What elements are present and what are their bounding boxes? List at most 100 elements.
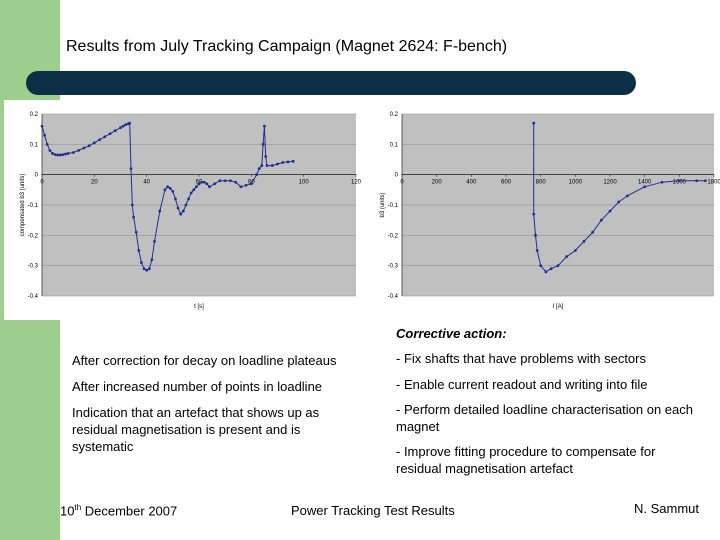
data-point	[119, 126, 122, 130]
data-point	[128, 121, 132, 125]
x-tick-label: 800	[536, 180, 547, 186]
data-point	[56, 153, 60, 157]
data-point	[703, 179, 707, 183]
data-point	[539, 264, 543, 268]
x-tick-label: 1400	[638, 180, 652, 186]
data-point	[140, 261, 143, 265]
data-point	[181, 209, 185, 213]
data-point	[87, 144, 91, 148]
data-point	[145, 268, 149, 272]
x-tick-label: 600	[501, 180, 512, 186]
data-point	[43, 133, 47, 137]
action-current-readout: - Enable current readout and writing int…	[396, 377, 648, 392]
chart-time-panel: 0.20.10-0.1-0.2-0.3-0.4020406080100120t …	[4, 100, 380, 320]
y-tick-label: 0.1	[30, 142, 39, 148]
data-point	[150, 258, 154, 261]
data-point	[535, 249, 539, 252]
data-point	[171, 189, 175, 193]
action-improve-fitting: - Improve fitting procedure to compensat…	[396, 444, 656, 476]
data-point	[92, 141, 96, 145]
footer-date-suffix: th	[74, 503, 82, 512]
x-tick-label: 400	[466, 180, 477, 186]
y-tick-label: 0.2	[390, 112, 399, 118]
x-tick-label: 20	[91, 180, 98, 186]
data-point	[64, 152, 67, 156]
data-point	[40, 124, 44, 128]
data-point	[291, 159, 295, 163]
data-point	[532, 212, 536, 216]
note-decay-correction: After correction for decay on loadline p…	[72, 353, 337, 368]
footer-date-day: 10	[60, 503, 75, 519]
data-point	[168, 186, 172, 190]
data-point	[134, 230, 138, 234]
data-point	[184, 203, 188, 207]
data-point	[244, 183, 248, 187]
data-point	[549, 267, 553, 271]
data-point	[286, 160, 290, 164]
y-tick-label: -0.4	[388, 294, 399, 300]
data-point	[72, 151, 75, 154]
data-point	[695, 179, 699, 183]
x-axis-label: I [A]	[553, 304, 564, 310]
chart-current-panel: 0.2 0.1 0 -0.1 -0.2 -0.3 -0.4 0 200 400 600 800 1000…	[372, 100, 720, 320]
data-point	[108, 132, 112, 136]
x-tick-label: 200	[432, 180, 443, 186]
data-point	[599, 218, 603, 222]
data-point	[187, 197, 190, 201]
data-point	[617, 200, 621, 204]
data-point	[200, 180, 204, 184]
data-point	[276, 162, 279, 166]
data-point	[163, 188, 167, 192]
data-point	[677, 179, 681, 183]
data-point	[82, 146, 86, 150]
data-point	[260, 164, 264, 167]
y-tick-label: -0.3	[388, 264, 399, 270]
chart-time: 0.20.10-0.1-0.2-0.3-0.4020406080100120t …	[20, 112, 362, 310]
data-point	[58, 153, 62, 157]
data-point	[147, 267, 151, 271]
data-point	[113, 129, 117, 133]
x-tick-label: 1800	[707, 180, 720, 186]
data-point	[45, 142, 49, 146]
data-point	[218, 179, 222, 183]
data-point	[249, 182, 253, 186]
slide-title: Results from July Tracking Campaign (Mag…	[66, 38, 508, 55]
data-point	[229, 179, 232, 183]
data-point	[132, 215, 135, 219]
data-point	[281, 161, 285, 164]
title-divider-bar	[26, 71, 636, 95]
data-point	[166, 185, 170, 189]
data-point	[239, 185, 243, 189]
data-point	[223, 179, 227, 183]
data-point	[643, 185, 647, 189]
data-point	[202, 180, 206, 184]
footer-date: 10th December 2007	[60, 503, 177, 518]
y-tick-label: 0	[395, 173, 399, 179]
data-point	[98, 138, 101, 142]
data-point	[565, 255, 569, 258]
footer-title: Power Tracking Test Results	[291, 503, 455, 518]
x-tick-label: 0	[40, 180, 44, 186]
data-point	[270, 164, 274, 167]
data-point	[142, 267, 146, 271]
data-point	[130, 203, 134, 207]
data-point	[158, 209, 162, 213]
data-point	[608, 209, 612, 213]
footer-date-rest: December 2007	[81, 503, 178, 519]
data-point	[189, 191, 193, 195]
action-fix-shafts: - Fix shafts that have problems with sec…	[396, 351, 646, 366]
data-point	[197, 182, 201, 186]
chart-current: 0.2 0.1 0 -0.1 -0.2 -0.3 -0.4 0 200 400 600 800 1000…	[380, 112, 720, 310]
data-point	[174, 197, 177, 201]
x-tick-label: 1200	[603, 180, 617, 186]
data-point	[257, 167, 261, 170]
data-point	[176, 206, 180, 210]
x-tick-label: 1000	[569, 180, 583, 186]
y-tick-label: -0.1	[388, 203, 399, 209]
y-tick-label: 0	[35, 173, 39, 179]
y-tick-label: -0.1	[28, 203, 39, 209]
data-point	[179, 212, 183, 216]
data-point	[61, 153, 65, 157]
footer-author: N. Sammut	[634, 501, 700, 516]
x-tick-label: 100	[299, 180, 310, 186]
